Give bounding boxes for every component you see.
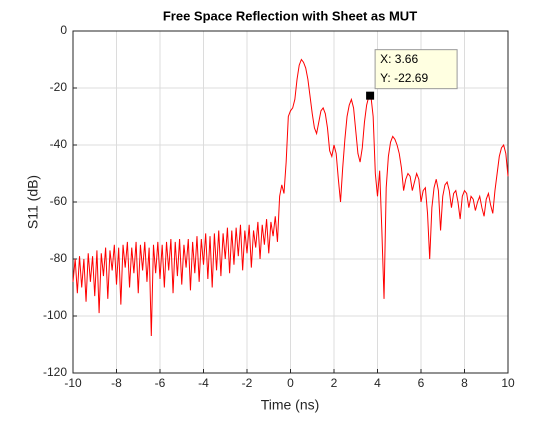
datatip-label: X: 3.66	[380, 52, 418, 66]
y-tick-label: -40	[50, 137, 68, 151]
chart-title: Free Space Reflection with Sheet as MUT	[163, 8, 417, 23]
y-tick-label: -80	[50, 251, 68, 265]
datatip-marker	[366, 91, 375, 100]
y-tick-label: -120	[43, 365, 67, 379]
x-tick-label: 6	[418, 376, 425, 390]
axes-box	[72, 30, 509, 374]
x-tick-label: 2	[331, 376, 338, 390]
y-tick-label: 0	[60, 23, 67, 37]
datatip-box	[374, 49, 458, 90]
x-tick-label: 8	[461, 376, 468, 390]
y-tick-label: -60	[50, 194, 68, 208]
x-tick-label: 10	[501, 376, 515, 390]
x-tick-label: 0	[287, 376, 294, 390]
x-tick-label: -8	[111, 376, 122, 390]
x-tick-label: -4	[198, 376, 209, 390]
datatip-label: Y: -22.69	[380, 71, 428, 85]
y-tick-label: -100	[43, 308, 67, 322]
y-tick-label: -20	[50, 80, 68, 94]
x-axis-label: Time (ns)	[261, 397, 320, 413]
data-line	[72, 58, 509, 336]
x-tick-label: 4	[374, 376, 381, 390]
x-tick-label: -2	[242, 376, 253, 390]
x-tick-label: -10	[64, 376, 82, 390]
x-tick-label: -6	[155, 376, 166, 390]
y-axis-label: S11 (dB)	[25, 175, 41, 229]
